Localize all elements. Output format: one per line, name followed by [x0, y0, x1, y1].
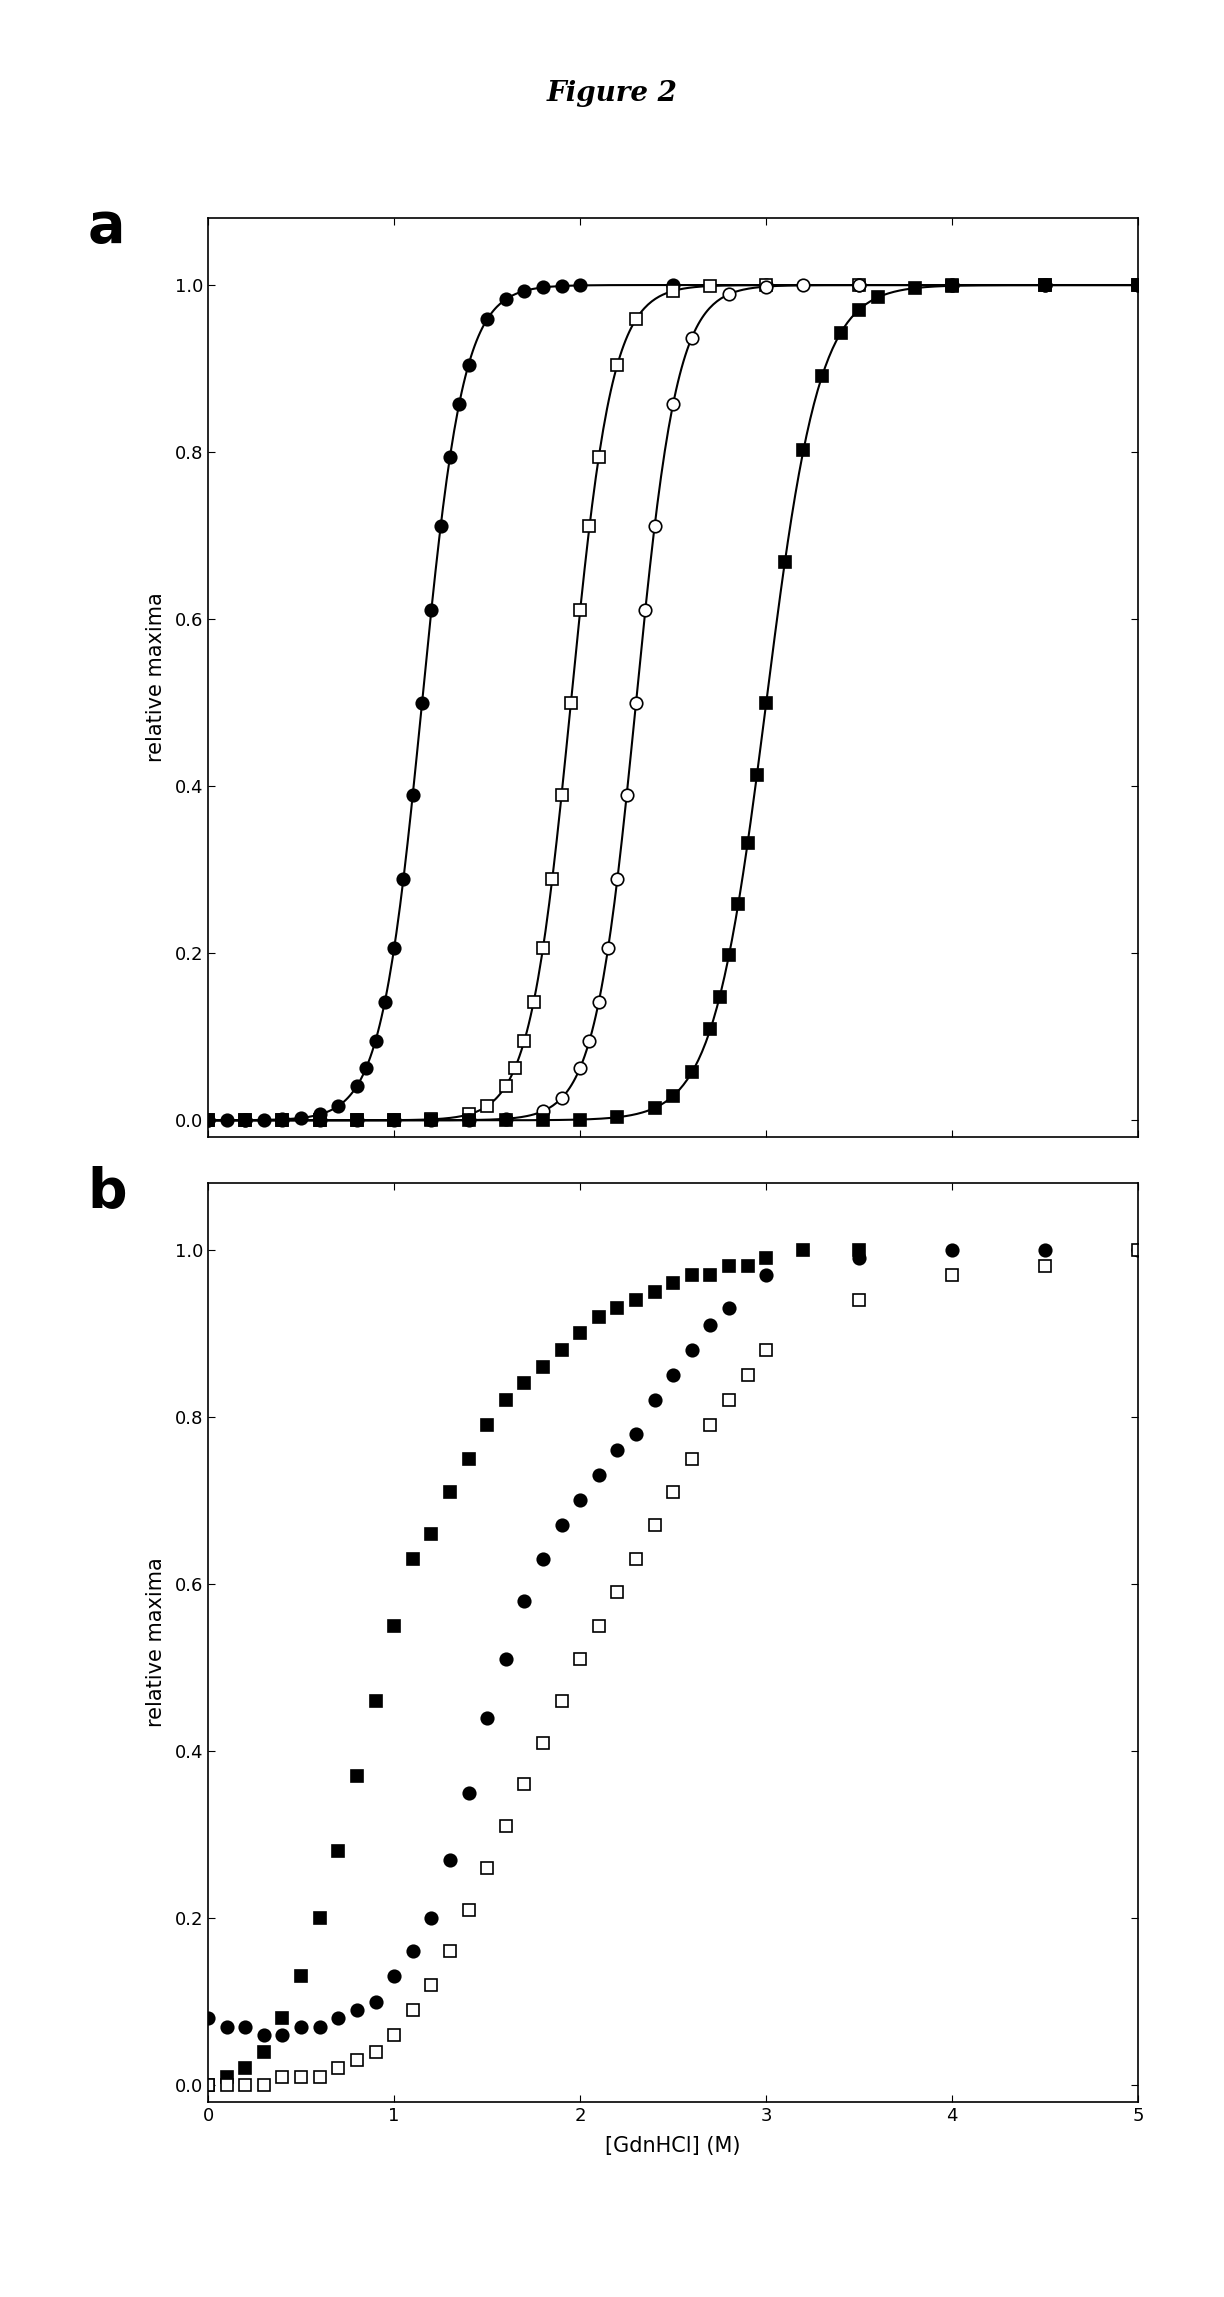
Y-axis label: relative maxima: relative maxima — [147, 593, 166, 763]
X-axis label: [GdnHCl] (M): [GdnHCl] (M) — [606, 2136, 741, 2155]
Text: a: a — [87, 200, 125, 255]
Text: Figure 2: Figure 2 — [547, 80, 677, 108]
Text: b: b — [87, 1165, 127, 1220]
Y-axis label: relative maxima: relative maxima — [147, 1557, 166, 1727]
